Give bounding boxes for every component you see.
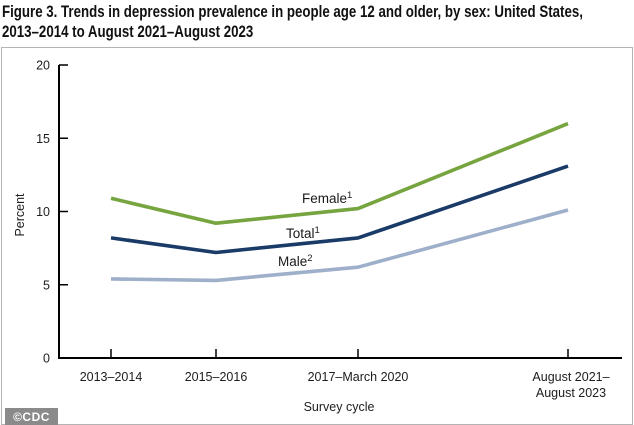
figure-title-line2: 2013–2014 to August 2021–August 2023 bbox=[2, 23, 254, 41]
series-line-female bbox=[110, 121, 569, 225]
chart-frame bbox=[1, 47, 633, 425]
x-tick-label: August 2021– bbox=[532, 370, 609, 384]
series-label-female: Female1 bbox=[302, 190, 352, 206]
figure-title-line1: Figure 3. Trends in depression prevalenc… bbox=[2, 3, 583, 21]
y-tick-label: 15 bbox=[36, 132, 50, 146]
x-tick-label: 2013–2014 bbox=[80, 370, 143, 384]
y-tick-label: 0 bbox=[43, 352, 50, 366]
y-tick-label: 10 bbox=[36, 205, 50, 219]
y-axis-title: Percent bbox=[13, 193, 27, 237]
series-label-total: Total1 bbox=[286, 225, 320, 241]
series-line-male bbox=[110, 208, 569, 283]
y-tick-label: 5 bbox=[43, 278, 50, 292]
axis-lines bbox=[58, 65, 622, 359]
cdc-credit-label: ©CDC bbox=[13, 409, 50, 424]
series-line-total bbox=[110, 164, 569, 255]
x-tick-label: 2017–March 2020 bbox=[308, 370, 409, 384]
cdc-credit-badge: ©CDC bbox=[5, 408, 58, 425]
y-tick-label: 20 bbox=[36, 59, 50, 73]
x-tick-label: August 2023 bbox=[536, 386, 606, 400]
x-axis-title: Survey cycle bbox=[304, 400, 375, 414]
x-tick-label: 2015–2016 bbox=[185, 370, 248, 384]
figure-title: Figure 3. Trends in depression prevalenc… bbox=[2, 2, 583, 42]
series-label-male: Male2 bbox=[278, 253, 313, 269]
